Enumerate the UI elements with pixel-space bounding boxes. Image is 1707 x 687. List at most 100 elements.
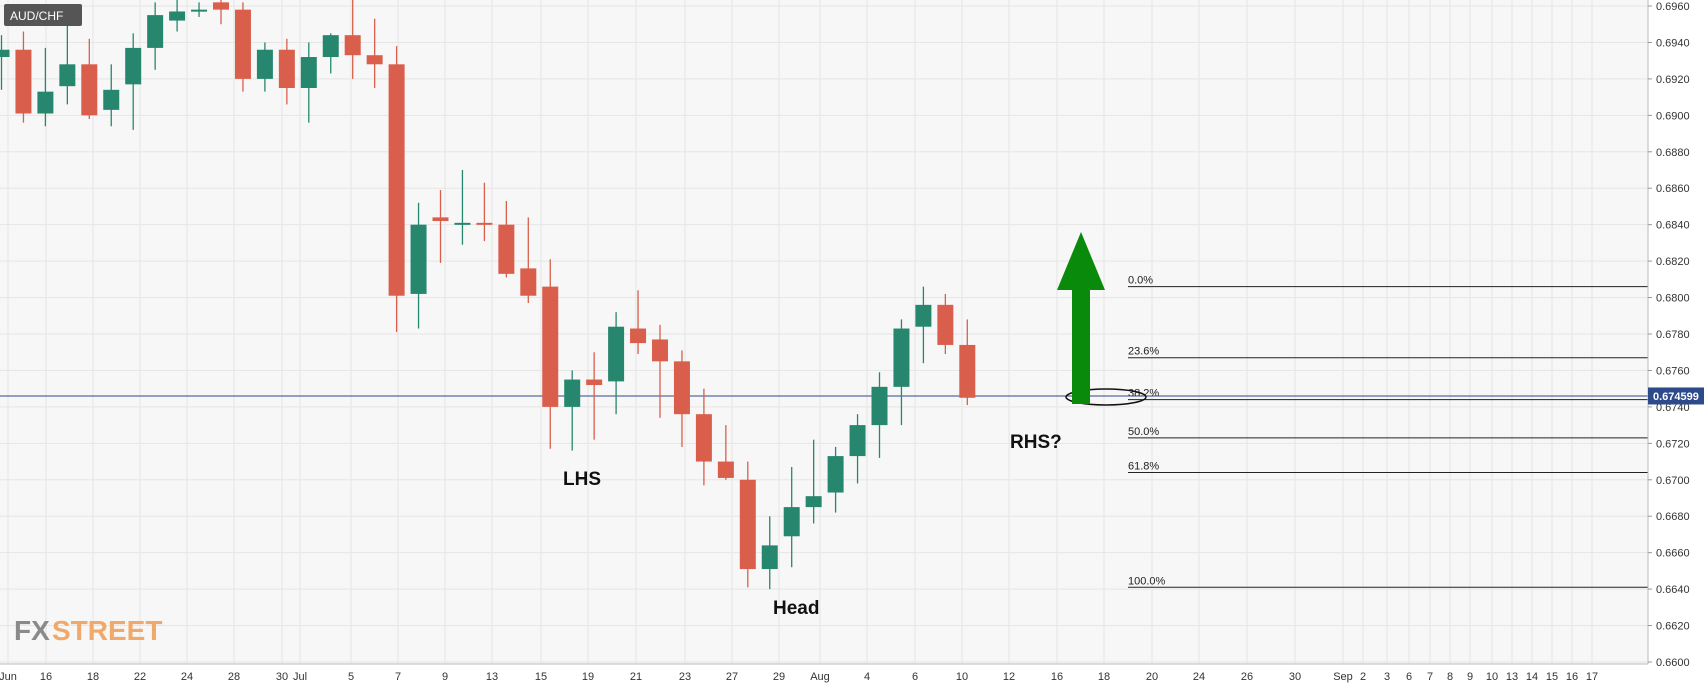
price-tick-label: 0.6940 <box>1656 37 1690 49</box>
price-tick-label: 0.6680 <box>1656 511 1690 523</box>
fib-label: 61.8% <box>1128 460 1159 472</box>
candle-body <box>783 507 800 537</box>
date-tick-label: 2 <box>1360 671 1366 683</box>
candle-body <box>542 286 559 407</box>
candles <box>0 0 976 590</box>
price-tick-label: 0.6780 <box>1656 329 1690 341</box>
fib-label: 50.0% <box>1128 426 1159 438</box>
date-tick-label: 10 <box>956 671 968 683</box>
price-tick-label: 0.6920 <box>1656 74 1690 86</box>
candle-body <box>652 339 668 362</box>
price-tick-label: 0.6720 <box>1656 438 1690 450</box>
date-tick-label: 14 <box>1526 671 1538 683</box>
candle <box>761 516 778 590</box>
candle-body <box>103 89 120 110</box>
candle <box>739 461 756 588</box>
candle <box>564 370 581 451</box>
date-tick-label: 15 <box>1546 671 1558 683</box>
price-tick-label: 0.6960 <box>1656 1 1690 13</box>
date-tick-label: 12 <box>1003 671 1015 683</box>
price-tick-label: 0.6800 <box>1656 293 1690 305</box>
candle <box>849 414 866 484</box>
candle <box>871 372 888 458</box>
date-tick-label: 7 <box>395 671 401 683</box>
plot-background <box>0 0 1648 664</box>
candle <box>147 2 164 70</box>
candle <box>344 0 361 79</box>
candle <box>498 200 515 278</box>
price-tick-label: 0.6760 <box>1656 365 1690 377</box>
candle-body <box>608 326 625 382</box>
time-axis: Jun 16 18 22 24 28 30 Jul 5 7 9 13 15 19 21 23 27 29 Aug 4 6… <box>0 671 1598 683</box>
annotation-lhs: LHS <box>563 469 601 490</box>
date-tick-label: 26 <box>1241 671 1253 683</box>
candle <box>169 0 186 32</box>
candle-body <box>915 304 932 327</box>
candle <box>454 170 471 245</box>
date-tick-label: Jun <box>0 671 17 683</box>
date-tick-label: 20 <box>1146 671 1158 683</box>
candle <box>300 42 317 123</box>
candle-body <box>520 268 537 296</box>
fib-382-highlight-ellipse <box>1065 388 1147 406</box>
price-tick-label: 0.6840 <box>1656 220 1690 232</box>
candle-body <box>388 64 405 296</box>
date-tick-label: 13 <box>1506 671 1518 683</box>
price-axis: 0.6960 0.6940 0.6920 0.6900 0.6880 0.6860 0.68… <box>1648 1 1690 669</box>
candle-body <box>81 64 98 116</box>
candle <box>81 38 98 119</box>
candle <box>103 64 120 127</box>
grid <box>0 0 1648 664</box>
candle <box>476 182 493 242</box>
current-price-badge-bg <box>1648 387 1704 405</box>
candle-body <box>761 545 778 570</box>
candle-body <box>827 456 844 493</box>
date-tick-label: 16 <box>40 671 52 683</box>
candle <box>915 286 932 364</box>
date-tick-label: 30 <box>1289 671 1301 683</box>
date-tick-label: 24 <box>181 671 193 683</box>
candle-body <box>169 11 186 21</box>
candle-body <box>0 49 10 58</box>
candle <box>125 33 142 130</box>
candle-body <box>893 328 910 387</box>
price-tick-label: 0.6620 <box>1656 621 1690 633</box>
date-tick-label: 24 <box>1193 671 1205 683</box>
candle-body <box>937 304 954 345</box>
date-tick-label: 13 <box>486 671 498 683</box>
candle-body <box>454 222 471 225</box>
date-tick-label: 8 <box>1447 671 1453 683</box>
date-tick-label: 16 <box>1051 671 1063 683</box>
candle-body <box>191 9 208 12</box>
candle <box>652 324 668 418</box>
candle-body <box>476 222 493 225</box>
date-tick-label: 10 <box>1486 671 1498 683</box>
current-price-badge: 0.674599 <box>1648 387 1704 405</box>
annotation-head: Head <box>773 598 819 619</box>
candle-body <box>432 217 449 222</box>
symbol-badge: AUD/CHF <box>4 4 82 26</box>
candle-body <box>673 361 690 415</box>
date-tick-label: 7 <box>1427 671 1433 683</box>
candle-body <box>59 64 76 87</box>
date-tick-label: 28 <box>228 671 240 683</box>
candle-body <box>15 49 32 114</box>
candle-body <box>278 49 295 88</box>
candle-body <box>586 379 603 386</box>
candle-body <box>125 47 142 85</box>
current-price-value: 0.674599 <box>1653 391 1699 403</box>
candle-body <box>322 35 339 58</box>
candle-body <box>366 55 383 65</box>
date-tick-label: 9 <box>442 671 448 683</box>
candle <box>234 2 251 92</box>
candle-body <box>849 425 866 457</box>
date-tick-label: 27 <box>726 671 738 683</box>
candle <box>432 190 449 263</box>
candle <box>695 388 712 486</box>
candle <box>805 439 822 524</box>
date-tick-label: Sep <box>1333 671 1353 683</box>
candle <box>59 15 76 105</box>
candle-body <box>234 9 251 79</box>
date-tick-label: 16 <box>1566 671 1578 683</box>
